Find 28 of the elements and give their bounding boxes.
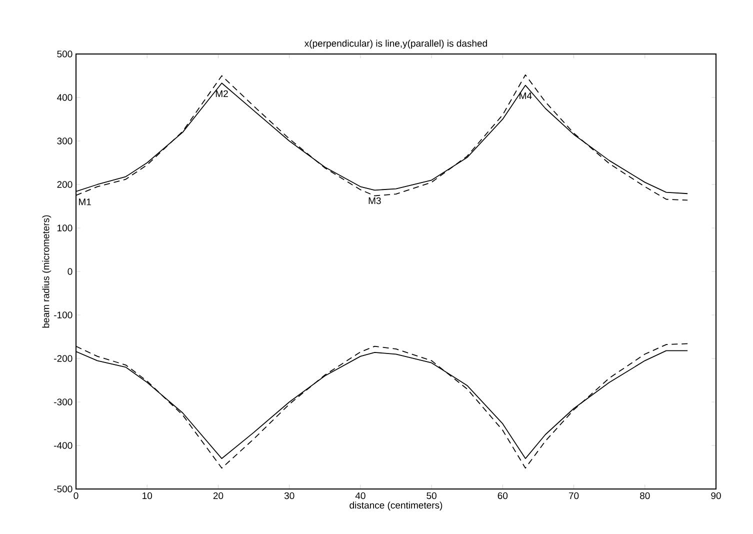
x-tick-label: 90 (711, 492, 721, 500)
x-tick-label: 60 (498, 492, 508, 500)
x-tick-label: 40 (355, 492, 366, 500)
y-tick-label: -500 (54, 486, 72, 492)
y-tick-label: 500 (57, 50, 72, 58)
x-tick-label: 80 (640, 492, 650, 500)
y-tick-label: -400 (54, 442, 72, 449)
y-tick-label: 300 (57, 138, 72, 144)
y-tick-label: 100 (58, 224, 72, 232)
x-tick-label: 50 (426, 492, 436, 500)
y-tick-label: -300 (54, 398, 72, 406)
y-axis-title: beam radius (micrometers) (42, 215, 52, 328)
y-tick-label: -100 (54, 312, 72, 318)
y-tick-label: 400 (57, 94, 72, 101)
y-tick-label: -200 (54, 355, 72, 362)
chart-title: x(perpendicular) is line,y(parallel) is dashed (304, 40, 487, 49)
y-tick-label: 200 (57, 181, 72, 188)
annotation: M3 (368, 197, 381, 204)
x-tick-label: 0 (74, 492, 78, 500)
x-tick-label: 70 (568, 492, 579, 500)
x-tick-label: 10 (142, 492, 152, 500)
annotation: M1 (78, 198, 91, 206)
annotation: M2 (216, 90, 228, 97)
x-tick-label: 20 (213, 492, 224, 500)
y-tick-label: 0 (68, 268, 72, 275)
x-tick-label: 30 (284, 492, 294, 500)
annotation: M4 (520, 92, 532, 100)
x-axis-title: distance (centimeters) (350, 502, 442, 510)
